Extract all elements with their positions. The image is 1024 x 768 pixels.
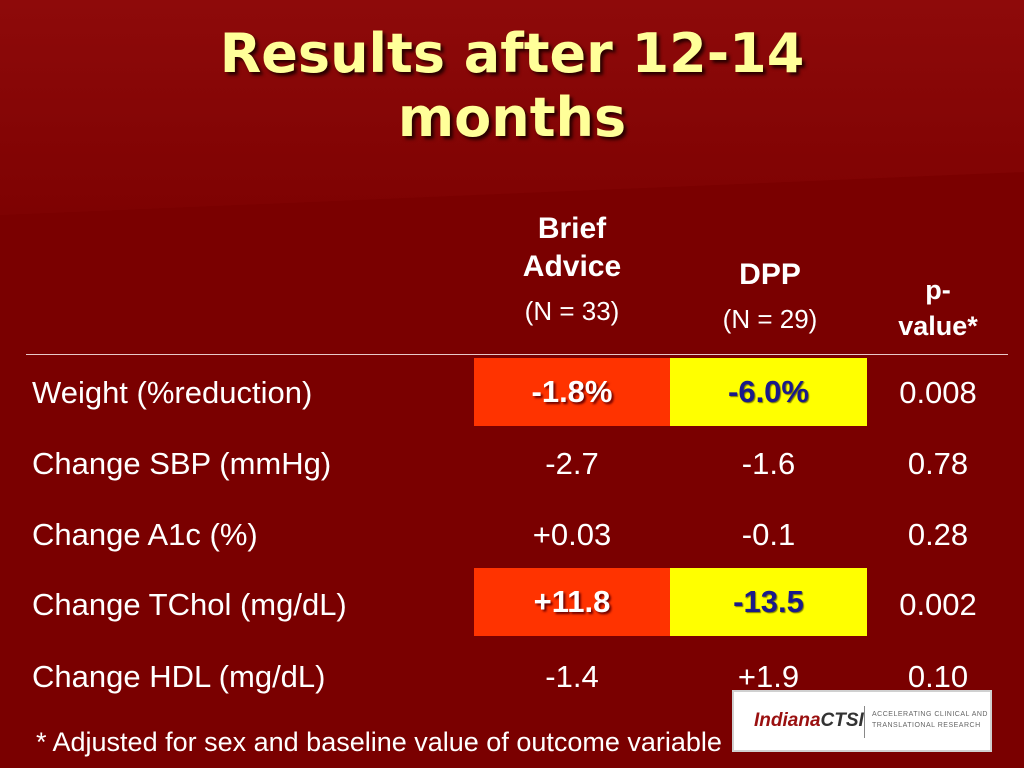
row-label-tchol: Change TChol (mg/dL): [32, 587, 347, 622]
cell-hdl-brief: -1.4: [545, 659, 599, 694]
cell-tchol-brief: +11.8: [474, 568, 670, 636]
header-p-line1: p-: [925, 275, 951, 305]
cell-a1c-brief: +0.03: [532, 517, 612, 552]
cell-weight-p: 0.008: [899, 375, 977, 410]
row-label-a1c: Change A1c (%): [32, 517, 258, 552]
logo-tagline: ACCELERATING CLINICAL AND TRANSLATIONAL …: [872, 711, 988, 729]
cell-hdl-dpp: +1.9: [737, 659, 800, 694]
footnote: * Adjusted for sex and baseline value of…: [36, 727, 722, 757]
cell-hdl-p: 0.10: [907, 659, 969, 694]
cell-tchol-p: 0.002: [899, 587, 977, 622]
row-label-hdl: Change HDL (mg/dL): [32, 659, 326, 694]
header-brief-advice: Brief Advice (N = 33): [472, 210, 672, 328]
cell-a1c-p: 0.28: [907, 517, 969, 552]
header-brief-line1: Brief: [537, 212, 607, 245]
slide-title: Results after 12-14 months: [0, 22, 1024, 150]
indiana-ctsi-logo: IndianaCTSI ACCELERATING CLINICAL AND TR…: [732, 690, 992, 752]
header-p-value: p- value*: [868, 272, 1008, 344]
header-p-line2: value*: [898, 311, 978, 341]
header-dpp-label: DPP: [739, 258, 801, 291]
logo-brand-a: Indiana: [754, 710, 821, 731]
cell-weight-brief: -1.8%: [474, 358, 670, 426]
cell-a1c-dpp: -0.1: [741, 517, 796, 552]
header-brief-line2: Advice: [522, 250, 622, 283]
header-dpp: DPP (N = 29): [670, 256, 870, 336]
row-label-weight: Weight (%reduction): [32, 375, 313, 410]
cell-weight-dpp: -6.0%: [670, 358, 867, 426]
cell-tchol-dpp: -13.5: [670, 568, 867, 636]
logo-separator: [864, 706, 865, 738]
header-dpp-n: (N = 29): [722, 304, 818, 334]
cell-sbp-dpp: -1.6: [741, 446, 796, 481]
header-brief-n: (N = 33): [524, 296, 620, 326]
title-line-2: months: [397, 86, 627, 149]
logo-brand: IndianaCTSI: [754, 710, 864, 732]
header-divider: [26, 354, 1008, 355]
cell-sbp-brief: -2.7: [545, 446, 599, 481]
title-line-1: Results after 12-14: [219, 22, 805, 85]
cell-sbp-p: 0.78: [907, 446, 969, 481]
row-label-sbp: Change SBP (mmHg): [32, 446, 332, 481]
logo-brand-b: CTSI: [820, 710, 864, 731]
